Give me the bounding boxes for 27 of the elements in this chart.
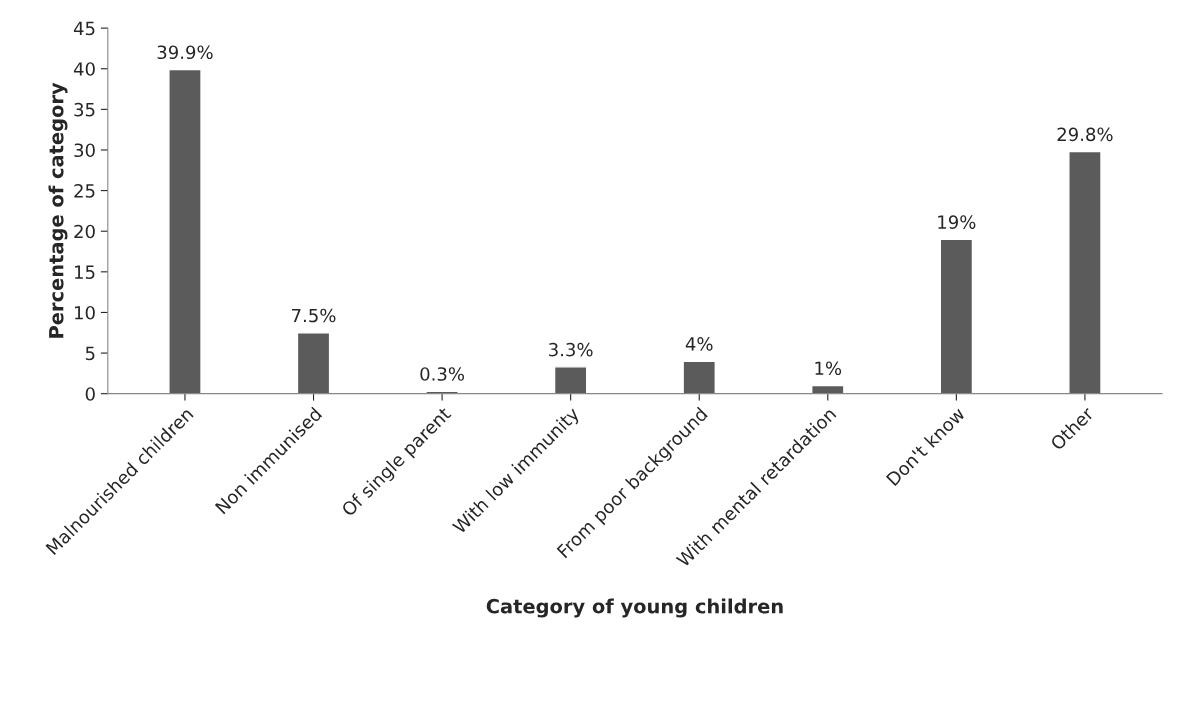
y-axis-title: Percentage of category [48, 82, 68, 338]
bar [682, 360, 716, 394]
y-tick-label: 35 [74, 102, 95, 117]
data-label: 3.3% [549, 342, 593, 357]
y-tick-label: 45 [73, 21, 95, 36]
y-tick-label: 5 [85, 346, 95, 361]
y-tick-label: 10 [75, 305, 95, 320]
y-tick-label: 0 [85, 387, 95, 401]
y-tick-label: 40 [73, 62, 95, 76]
bar [168, 68, 202, 394]
y-tick-label: 15 [75, 265, 95, 279]
data-label: 0.3% [420, 367, 465, 381]
bar [811, 384, 845, 394]
y-tick-label: 25 [74, 184, 95, 198]
bar [939, 238, 974, 394]
data-label: 39.9% [157, 45, 213, 60]
data-label: 29.8% [1057, 127, 1113, 142]
bar [296, 332, 331, 394]
data-label: 19% [938, 215, 976, 229]
y-tick-label: 30 [74, 143, 95, 158]
bar [553, 366, 588, 394]
data-label: 4% [685, 337, 713, 351]
data-label: 1% [815, 361, 842, 376]
data-label: 7.5% [292, 308, 336, 323]
x-axis-title: Category of young children [486, 598, 783, 618]
y-tick-label: 20 [74, 224, 95, 239]
bar [1068, 150, 1102, 394]
